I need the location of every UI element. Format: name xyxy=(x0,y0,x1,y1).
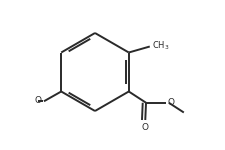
Text: O: O xyxy=(140,123,147,132)
Text: O: O xyxy=(34,96,41,105)
Text: CH$_3$: CH$_3$ xyxy=(151,39,168,52)
Text: O: O xyxy=(166,98,173,106)
